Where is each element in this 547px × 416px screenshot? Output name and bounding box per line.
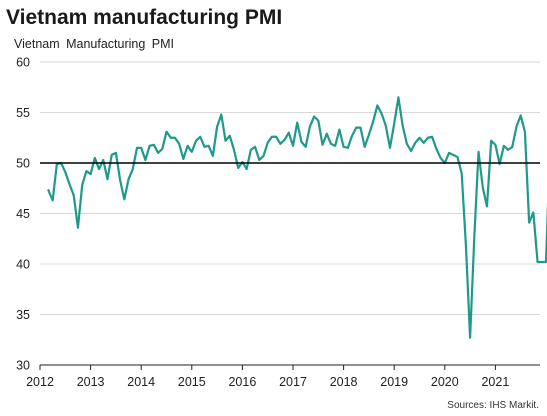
x-tick-label-2020: 2020	[431, 375, 459, 389]
x-tick-label-2019: 2019	[380, 375, 408, 389]
y-tick-label-40: 40	[16, 258, 30, 272]
source-note: Sources: IHS Markit.	[447, 400, 539, 411]
gridlines	[40, 61, 540, 315]
x-tick-label-2021: 2021	[481, 375, 509, 389]
x-tick-label-2017: 2017	[279, 375, 307, 389]
x-tick-label-2018: 2018	[330, 375, 358, 389]
chart-title: Vietnam manufacturing PMI	[6, 6, 283, 29]
series-line-0	[47, 96, 547, 339]
y-tick-label-55: 55	[16, 106, 30, 120]
x-tick-label-2015: 2015	[178, 375, 206, 389]
x-tick-label-2016: 2016	[228, 375, 256, 389]
y-tick-label-35: 35	[16, 308, 30, 322]
y-tick-label-45: 45	[16, 207, 30, 221]
x-tick-label-2013: 2013	[77, 375, 105, 389]
y-axis-label: Vietnam Manufacturing PMI	[14, 37, 175, 51]
y-tick-label-60: 60	[16, 56, 30, 70]
x-axis: 2012 2013 2014 2015 2016 2017 2018 2019 2020 2021	[26, 364, 540, 389]
y-tick-label-50: 50	[16, 157, 30, 171]
y-axis-ticks: 30 35 40 45 50 55 60	[16, 56, 30, 373]
x-tick-label-2014: 2014	[127, 375, 155, 389]
x-tick-label-2012: 2012	[26, 375, 54, 389]
y-tick-label-30: 30	[16, 359, 30, 373]
series-group	[47, 96, 547, 339]
